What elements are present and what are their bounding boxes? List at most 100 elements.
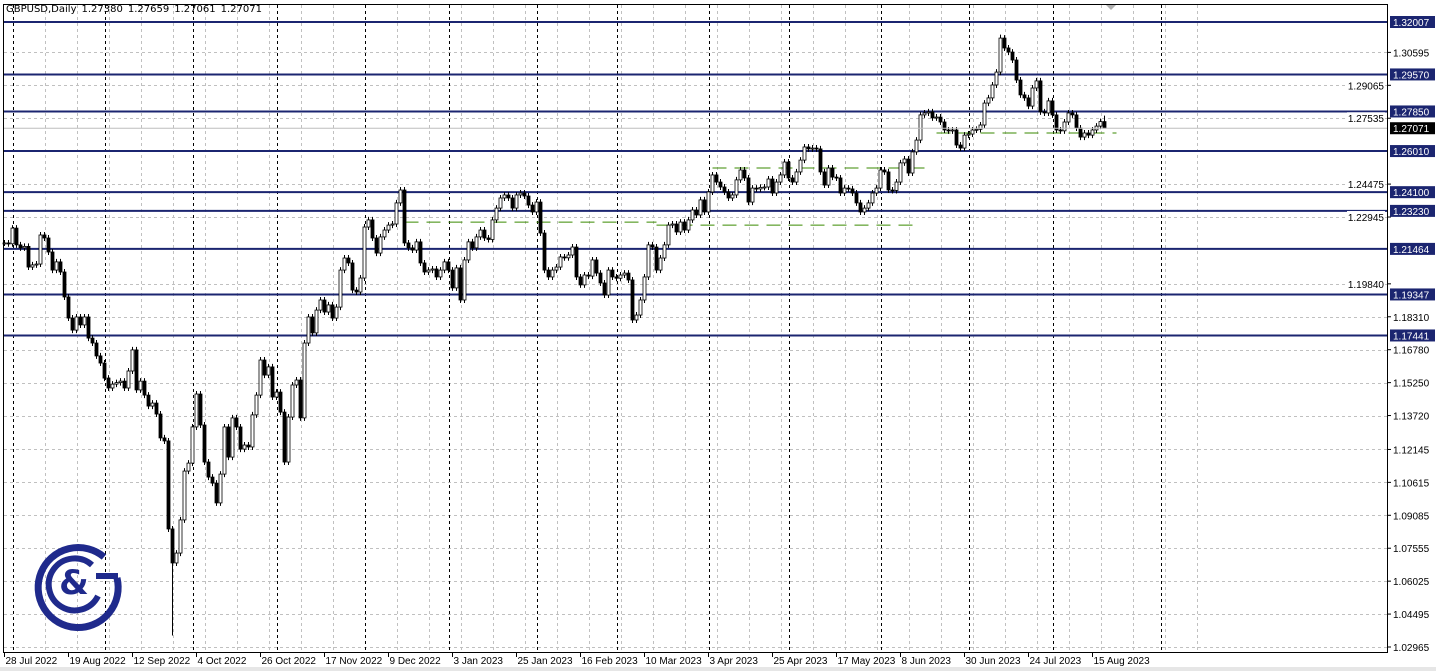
candle: [26, 245, 31, 268]
candle: [702, 199, 707, 213]
x-tick-label: 17 May 2023: [838, 656, 896, 667]
candle: [938, 116, 943, 123]
candle: [846, 187, 851, 190]
candle: [402, 189, 407, 244]
candle: [1066, 112, 1071, 123]
candle: [638, 299, 643, 316]
candle: [166, 440, 171, 530]
candle: [950, 129, 955, 132]
candle: [546, 269, 551, 278]
candle: [22, 245, 27, 249]
candle: [434, 268, 439, 278]
candle: [82, 316, 87, 326]
candle: [86, 316, 91, 339]
candle: [994, 71, 999, 86]
x-tick-label: 3 Apr 2023: [710, 656, 759, 667]
candle: [766, 178, 771, 188]
candle: [1050, 100, 1055, 116]
candle: [6, 242, 11, 245]
candle: [878, 169, 883, 189]
candle: [234, 417, 239, 428]
candle: [226, 426, 231, 458]
candle: [62, 271, 67, 298]
x-tick-label: 15 Aug 2023: [1094, 656, 1151, 667]
candle: [18, 244, 23, 249]
candle: [10, 227, 15, 245]
candle: [838, 177, 843, 194]
candle: [410, 247, 415, 251]
candle: [634, 314, 639, 321]
candle: [222, 426, 227, 475]
y-tick-label: 1.27535: [1348, 114, 1385, 125]
candle: [462, 259, 467, 301]
y-tick-label: 1.15250: [1393, 379, 1430, 390]
candle: [710, 174, 715, 193]
candle: [986, 97, 991, 104]
candle: [370, 219, 375, 239]
candle: [674, 223, 679, 233]
candle: [862, 207, 867, 213]
level-label: 1.29570: [1393, 70, 1430, 81]
x-tick-label: 24 Jul 2023: [1030, 656, 1082, 667]
candle: [946, 129, 951, 132]
candle: [490, 219, 495, 240]
y-tick-label-bg: [1347, 79, 1385, 92]
candle: [494, 207, 499, 221]
y-tick-label: 1.06025: [1393, 577, 1430, 588]
candle: [34, 263, 39, 266]
scroll-marker-icon[interactable]: [1106, 5, 1116, 10]
candle: [526, 195, 531, 206]
level-lines: [4, 21, 1387, 337]
candle: [1090, 129, 1095, 136]
y-tick-label: 1.13720: [1393, 412, 1430, 423]
candle: [38, 234, 43, 265]
candle: [750, 187, 755, 203]
level-label-bg: [1390, 288, 1435, 301]
candle: [726, 191, 731, 199]
candle: [1042, 111, 1047, 114]
ohlc-open: 1.27380: [81, 4, 123, 15]
y-tick-label: 1.10615: [1393, 478, 1430, 489]
candle: [474, 236, 479, 249]
candle: [1098, 121, 1103, 127]
candle: [1002, 37, 1007, 49]
candle: [170, 528, 175, 564]
candle: [306, 316, 311, 344]
level-label-bg: [1390, 204, 1435, 217]
candle: [1006, 47, 1011, 53]
level-label-bg: [1390, 16, 1435, 28]
candle: [502, 194, 507, 199]
candle: [110, 383, 115, 389]
candle: [294, 379, 299, 386]
candle: [930, 111, 935, 119]
candle: [882, 169, 887, 173]
y-tick-label: 1.18310: [1393, 313, 1430, 324]
x-tick-label: 28 Jul 2022: [6, 656, 58, 667]
candle: [586, 274, 591, 277]
candle: [394, 202, 399, 225]
candle: [438, 269, 443, 278]
candle: [806, 146, 811, 150]
candle: [830, 167, 835, 178]
candle: [162, 437, 167, 442]
candle: [686, 219, 691, 231]
candle: [54, 261, 59, 271]
candle: [350, 262, 355, 291]
candle: [206, 461, 211, 478]
candle: [310, 316, 315, 334]
candle: [794, 171, 799, 183]
candle: [922, 112, 927, 116]
candle: [682, 221, 687, 231]
candle: [118, 380, 123, 384]
logo: &: [34, 544, 122, 632]
ohlc-low: 1.27061: [174, 4, 216, 15]
candle: [486, 237, 491, 240]
candle: [514, 194, 519, 209]
candle: [966, 133, 971, 136]
candle: [834, 176, 839, 179]
candle: [866, 202, 871, 209]
candle: [498, 197, 503, 209]
y-tick-label: 1.12145: [1393, 445, 1430, 456]
candle: [378, 236, 383, 254]
candle: [74, 316, 79, 331]
